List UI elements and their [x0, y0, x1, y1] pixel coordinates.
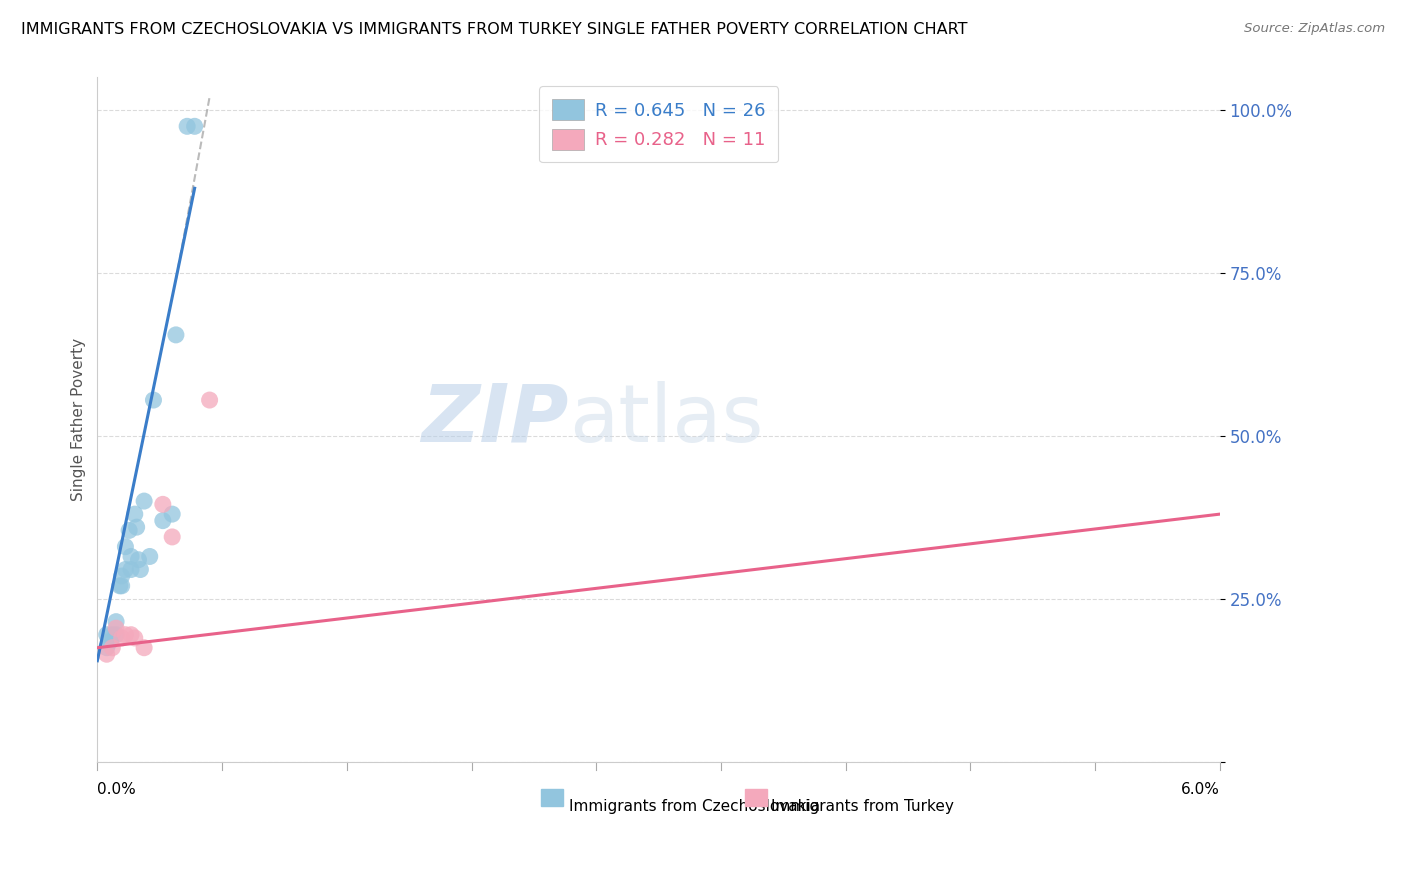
Bar [745, 789, 768, 806]
Point [160, 530, 183, 544]
Point [111, 569, 134, 583]
Legend: R = 0.645   N = 26, R = 0.282   N = 11: R = 0.645 N = 26, R = 0.282 N = 11 [538, 87, 778, 162]
Point [105, 628, 128, 642]
Point [118, 524, 141, 538]
Point [120, 562, 142, 576]
Point [114, 562, 136, 576]
Point [152, 514, 174, 528]
Point [111, 579, 134, 593]
Point [96, 628, 118, 642]
Point [108, 579, 131, 593]
Point [165, 327, 187, 342]
Point [125, 520, 148, 534]
Point [100, 634, 122, 648]
Point [114, 540, 136, 554]
Point [142, 392, 165, 407]
Text: Source: ZipAtlas.com: Source: ZipAtlas.com [1244, 22, 1385, 36]
Point [96, 640, 118, 655]
Point [120, 549, 142, 564]
Point [134, 494, 156, 508]
Point [138, 549, 160, 564]
Point [183, 120, 205, 134]
Point [128, 553, 150, 567]
Text: Immigrants from Czechoslovakia: Immigrants from Czechoslovakia [569, 799, 820, 814]
Text: Immigrants from Turkey: Immigrants from Turkey [770, 799, 953, 814]
Point [111, 631, 134, 645]
Point [101, 628, 124, 642]
Y-axis label: Single Father Poverty: Single Father Poverty [72, 338, 86, 501]
Text: 0.0%: 0.0% [97, 782, 136, 797]
Text: 6.0%: 6.0% [1181, 782, 1220, 797]
Bar [541, 789, 564, 806]
Point [105, 615, 128, 629]
Point [198, 392, 221, 407]
Point [120, 628, 142, 642]
Point [134, 640, 156, 655]
Text: atlas: atlas [569, 381, 763, 458]
Text: IMMIGRANTS FROM CZECHOSLOVAKIA VS IMMIGRANTS FROM TURKEY SINGLE FATHER POVERTY C: IMMIGRANTS FROM CZECHOSLOVAKIA VS IMMIGR… [21, 22, 967, 37]
Point [152, 497, 174, 511]
Point [124, 631, 146, 645]
Text: ZIP: ZIP [422, 381, 569, 458]
Point [114, 628, 136, 642]
Point [160, 507, 183, 521]
Point [129, 562, 152, 576]
Point [176, 120, 198, 134]
Point [124, 507, 146, 521]
Point [101, 640, 124, 655]
Point [105, 621, 128, 635]
Point [96, 647, 118, 661]
